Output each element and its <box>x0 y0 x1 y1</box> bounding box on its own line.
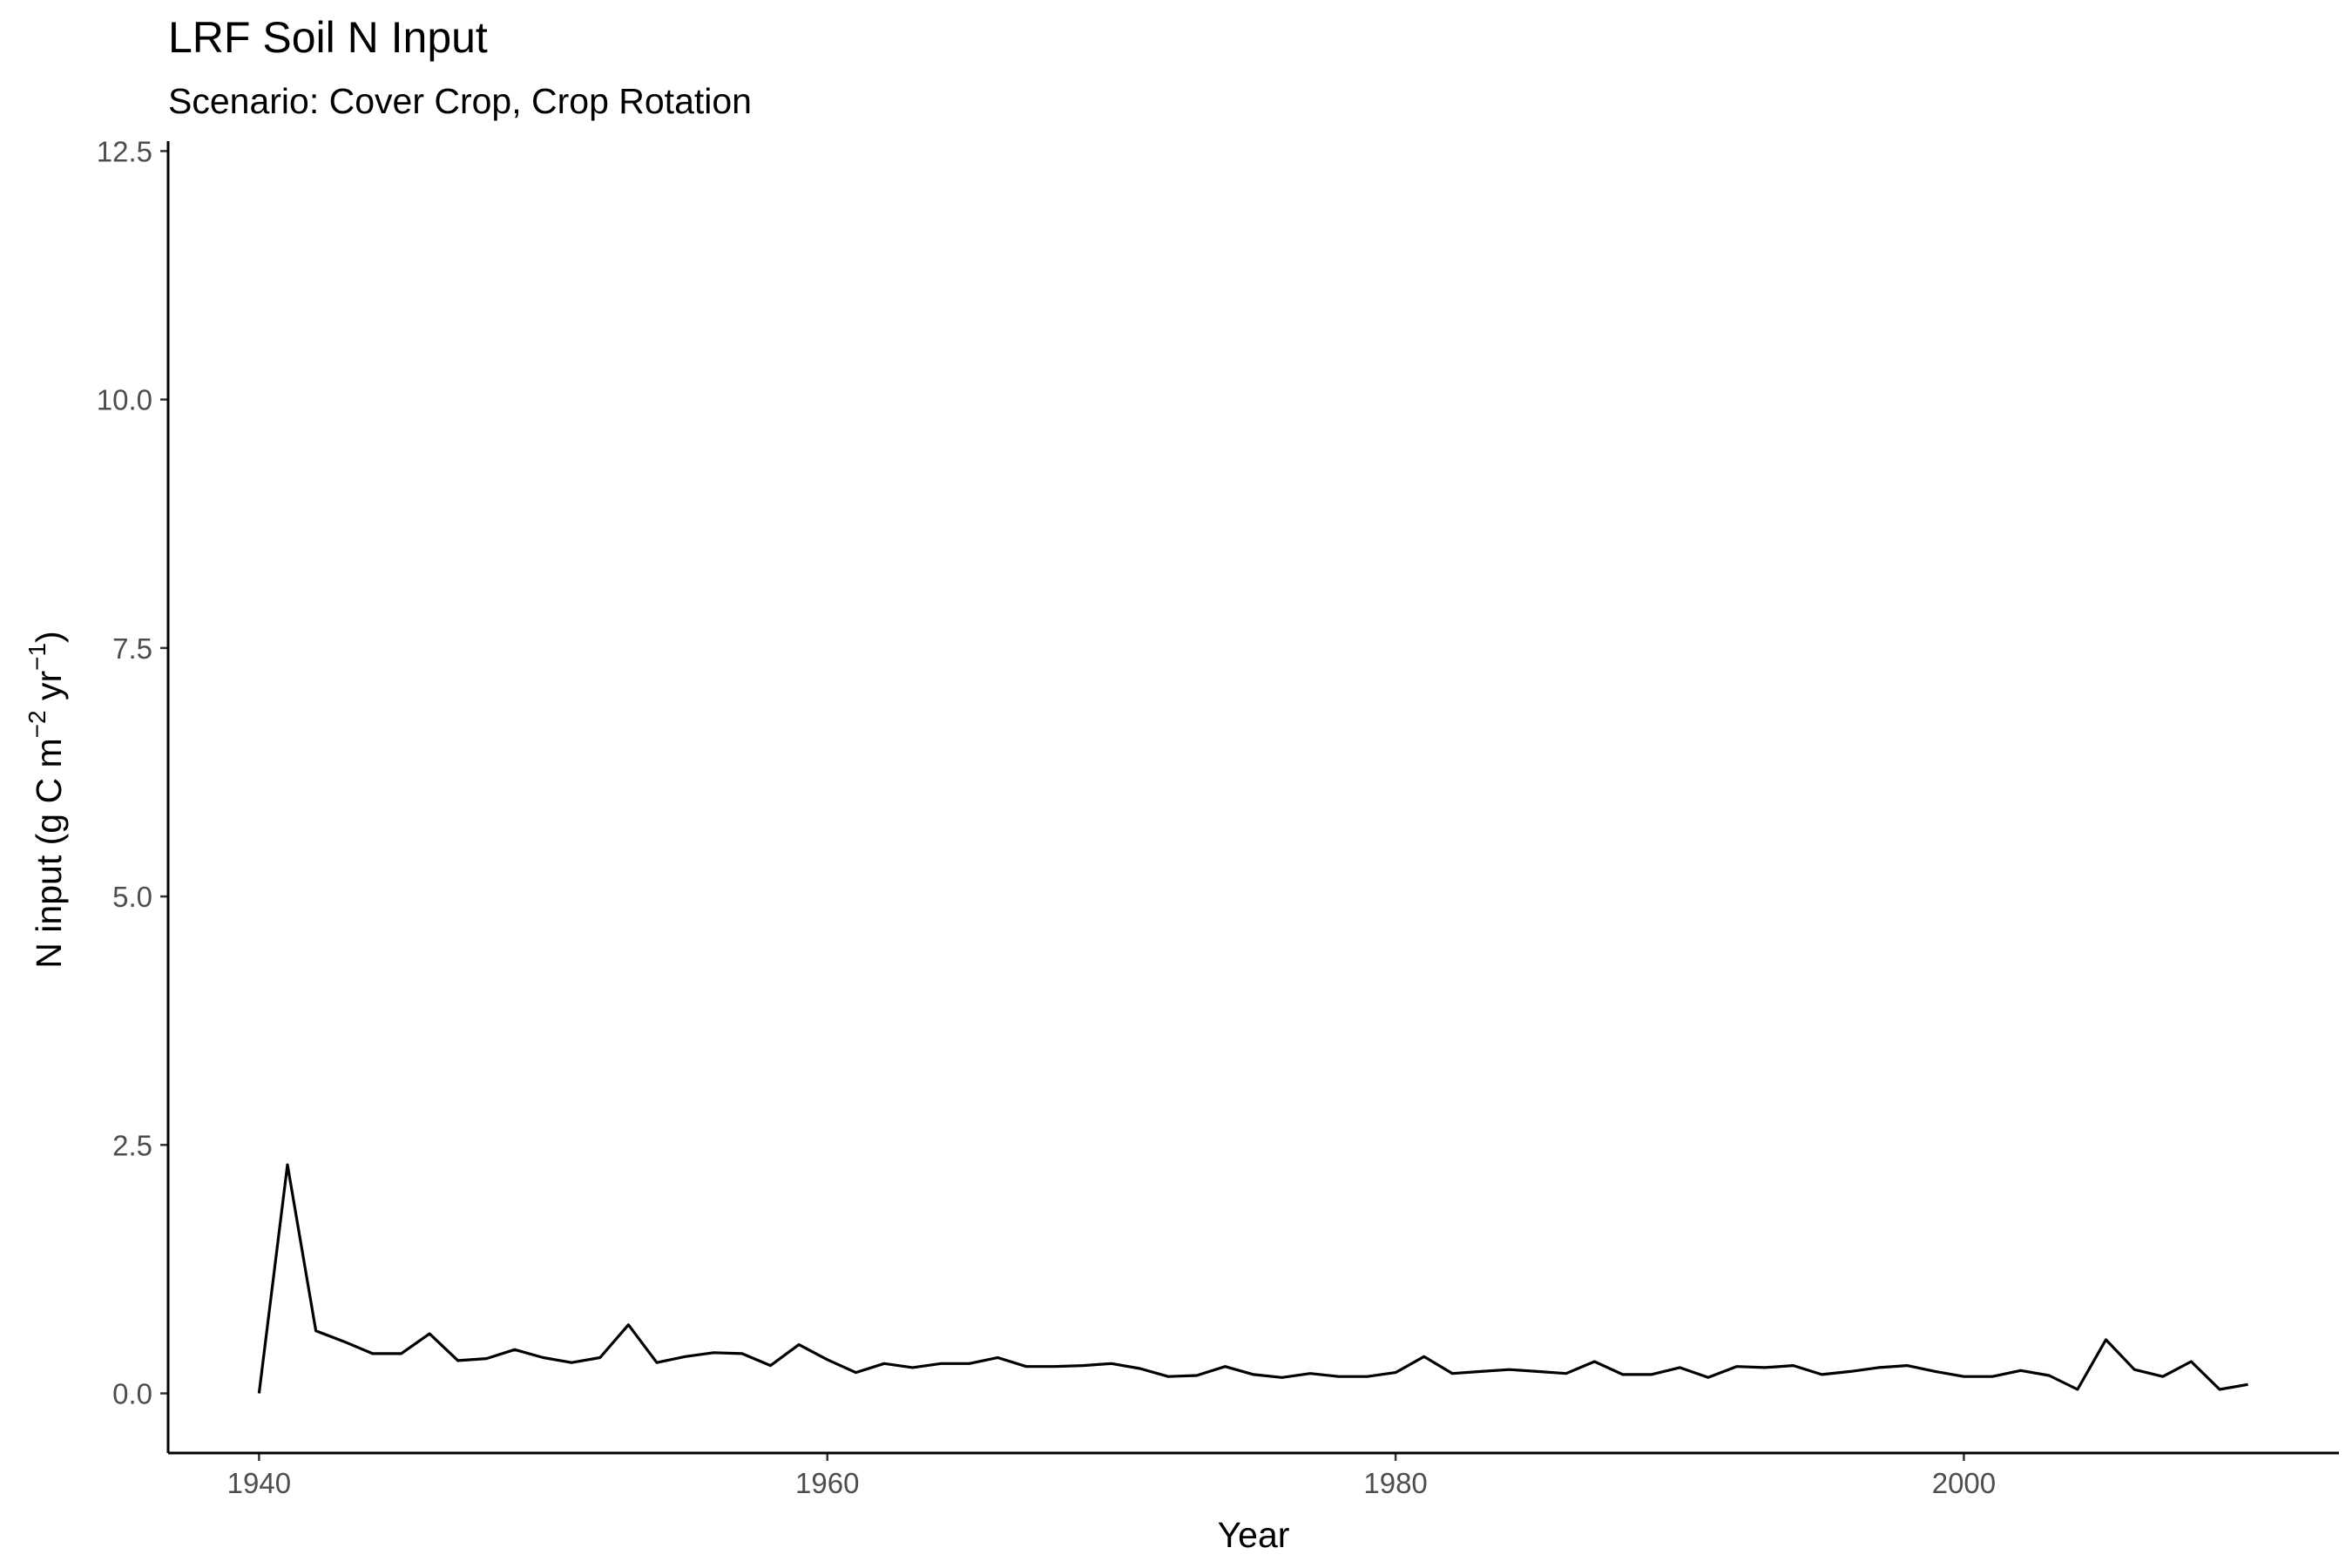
y-tick-label: 0.0 <box>112 1378 152 1410</box>
chart-title: LRF Soil N Input <box>168 13 488 62</box>
y-tick-label: 10.0 <box>97 384 152 416</box>
chart-subtitle: Scenario: Cover Crop, Crop Rotation <box>168 81 752 121</box>
y-tick-label: 5.0 <box>112 881 152 913</box>
x-tick-label: 2000 <box>1932 1467 1996 1499</box>
y-tick-label: 2.5 <box>112 1129 152 1161</box>
y-axis-title-middle: yr <box>29 671 69 711</box>
x-axis-ticks: 1940 1960 1980 2000 <box>227 1453 1996 1499</box>
x-axis-title: Year <box>1218 1515 1290 1555</box>
y-axis-title-prefix: N input (g C m <box>29 738 69 968</box>
y-axis-title: N input (g C m−2 yr−1) <box>24 631 69 968</box>
y-axis-title-sup1: −2 <box>24 710 51 738</box>
y-axis-title-sup2: −1 <box>24 643 51 671</box>
series-line <box>257 1163 2248 1394</box>
x-tick-label: 1940 <box>227 1467 291 1499</box>
x-tick-label: 1980 <box>1363 1467 1427 1499</box>
y-tick-label: 12.5 <box>97 135 152 167</box>
y-axis-ticks: 0.0 2.5 5.0 7.5 10.0 12.5 <box>97 135 168 1410</box>
y-tick-label: 7.5 <box>112 632 152 665</box>
x-tick-label: 1960 <box>795 1467 859 1499</box>
y-axis-title-suffix: ) <box>29 631 69 643</box>
